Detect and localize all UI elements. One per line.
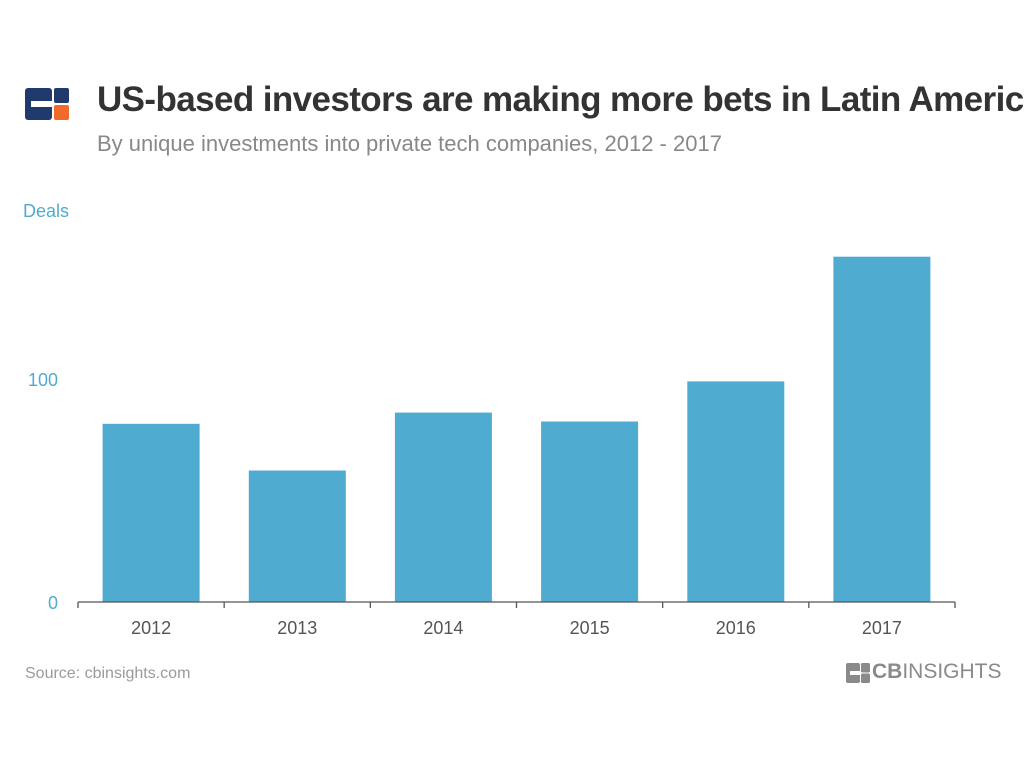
y-tick-label-100: 100 [28,370,58,390]
cb-brand-mark-icon [846,663,870,683]
bar-2016 [687,381,785,602]
source-note: Source: cbinsights.com [25,665,191,682]
y-axis-label: Deals [23,201,69,221]
x-tick-label-2014: 2014 [423,618,463,638]
cb-insights-logo-icon [25,88,69,120]
cb-insights-brand: CBINSIGHTS [846,660,1002,686]
brand-wordmark: CBINSIGHTS [872,660,1002,684]
brand-wordmark-bold: CB [872,660,903,683]
x-tick-label-2015: 2015 [570,618,610,638]
chart-subtitle: By unique investments into private tech … [97,131,722,156]
y-tick-label-0: 0 [48,593,58,613]
chart-title: US-based investors are making more bets … [97,80,1024,119]
bar-2013 [248,470,346,602]
bar-2012 [102,423,200,602]
x-tick-label-2012: 2012 [131,618,171,638]
x-tick-label-2017: 2017 [862,618,902,638]
bar-2014 [394,412,492,602]
bar-2017 [833,256,931,602]
x-tick-label-2016: 2016 [716,618,756,638]
brand-wordmark-regular: INSIGHTS [902,660,1002,683]
bar-2015 [541,421,639,602]
x-tick-label-2013: 2013 [277,618,317,638]
